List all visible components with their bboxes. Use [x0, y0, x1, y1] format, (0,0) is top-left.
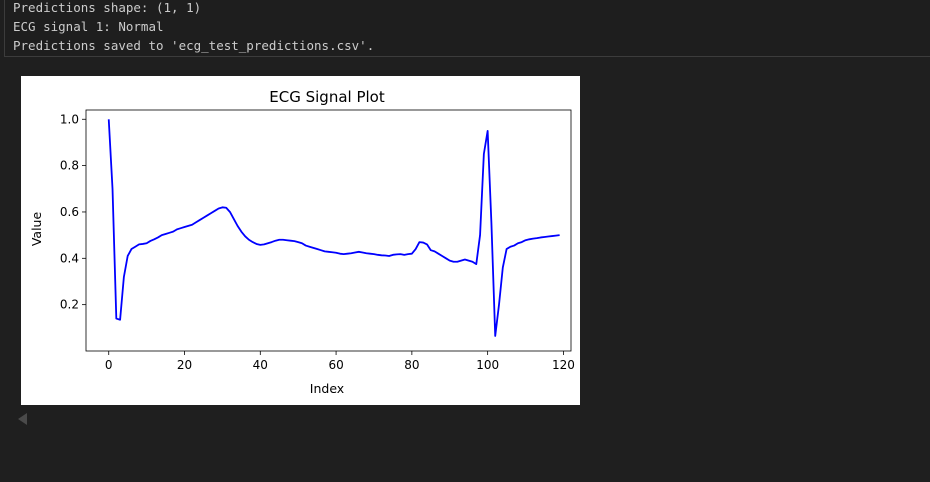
x-axis-label: Index: [310, 381, 344, 396]
ecg-chart: ECG Signal Plot Index Value 0 20 40 60 80 100…: [29, 88, 575, 396]
y-tick-label: 0.6: [60, 205, 79, 219]
ecg-signal-line: [107, 119, 560, 337]
x-tick-label: 0: [105, 358, 113, 372]
scroll-left-arrow-icon[interactable]: [18, 413, 27, 425]
y-tick-label: 0.8: [60, 159, 79, 173]
chart-title: ECG Signal Plot: [269, 88, 385, 106]
x-tick-label: 60: [328, 358, 343, 372]
cell-text-output: Predictions shape: (1, 1) ECG signal 1: …: [4, 0, 930, 57]
plot-output: ECG Signal Plot Index Value 0 20 40 60 80 100…: [21, 76, 580, 405]
plot-frame: [85, 109, 572, 352]
x-tick-label: 80: [404, 358, 419, 372]
y-axis-label: Value: [29, 212, 44, 247]
x-tick-label: 120: [552, 358, 575, 372]
output-line-signal: ECG signal 1: Normal: [13, 19, 164, 34]
y-tick-label: 0.4: [60, 251, 79, 265]
x-tick-label: 40: [253, 358, 268, 372]
y-tick-label: 0.2: [60, 298, 79, 312]
x-tick-label: 100: [476, 358, 499, 372]
x-tick-label: 20: [177, 358, 192, 372]
output-line-saved: Predictions saved to 'ecg_test_predictio…: [13, 38, 375, 53]
output-line-shape: Predictions shape: (1, 1): [13, 0, 202, 15]
y-tick-label: 1.0: [60, 112, 79, 126]
